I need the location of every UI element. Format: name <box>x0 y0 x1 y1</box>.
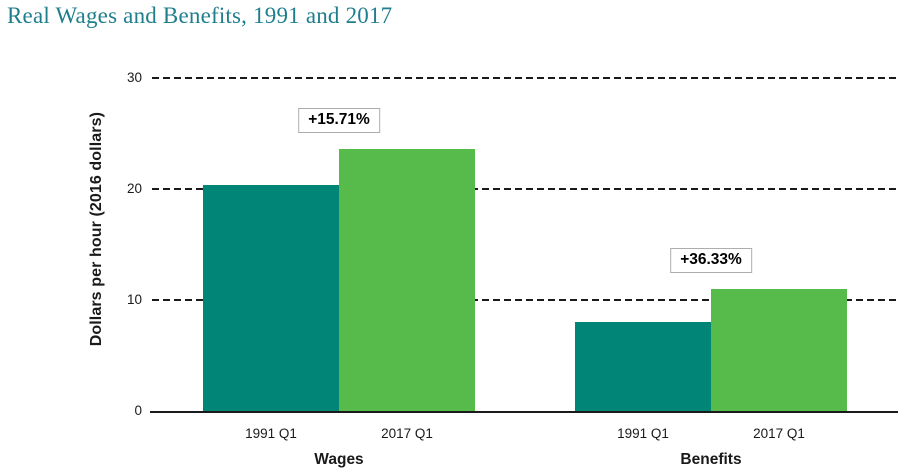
chart-title: Real Wages and Benefits, 1991 and 2017 <box>7 3 393 28</box>
x-tick-label: 2017 Q1 <box>753 426 805 441</box>
bar-benefits-2017-q1 <box>711 289 847 411</box>
y-tick-10: 10 <box>126 292 142 307</box>
group-label-wages: Wages <box>314 451 364 468</box>
plot-area: 0 10 20 30 1991 Q1 2017 Q1 +15.71% Wages 1991 Q1… <box>127 45 898 468</box>
y-tick-30: 30 <box>126 70 142 85</box>
pct-change-annotation: +15.71% <box>298 108 380 134</box>
gridline-20 <box>152 188 898 190</box>
y-tick-20: 20 <box>126 181 142 196</box>
bar-group-benefits: 1991 Q1 2017 Q1 +36.33% Benefits <box>575 45 847 468</box>
x-tick-label: 1991 Q1 <box>617 426 669 441</box>
gridline-10 <box>152 299 898 301</box>
x-tick-label: 2017 Q1 <box>381 426 433 441</box>
bar-wages-2017-q1 <box>339 149 475 411</box>
bar-wages-1991-q1 <box>203 184 339 411</box>
group-label-benefits: Benefits <box>680 451 742 468</box>
bar-group-wages: 1991 Q1 2017 Q1 +15.71% Wages <box>203 45 475 468</box>
pct-change-annotation: +36.33% <box>670 248 752 274</box>
y-tick-0: 0 <box>134 403 142 418</box>
gridline-30 <box>152 77 898 79</box>
bar-benefits-1991-q1 <box>575 321 711 411</box>
y-axis-label: Dollars per hour (2016 dollars) <box>88 112 105 347</box>
x-tick-label: 1991 Q1 <box>245 426 297 441</box>
